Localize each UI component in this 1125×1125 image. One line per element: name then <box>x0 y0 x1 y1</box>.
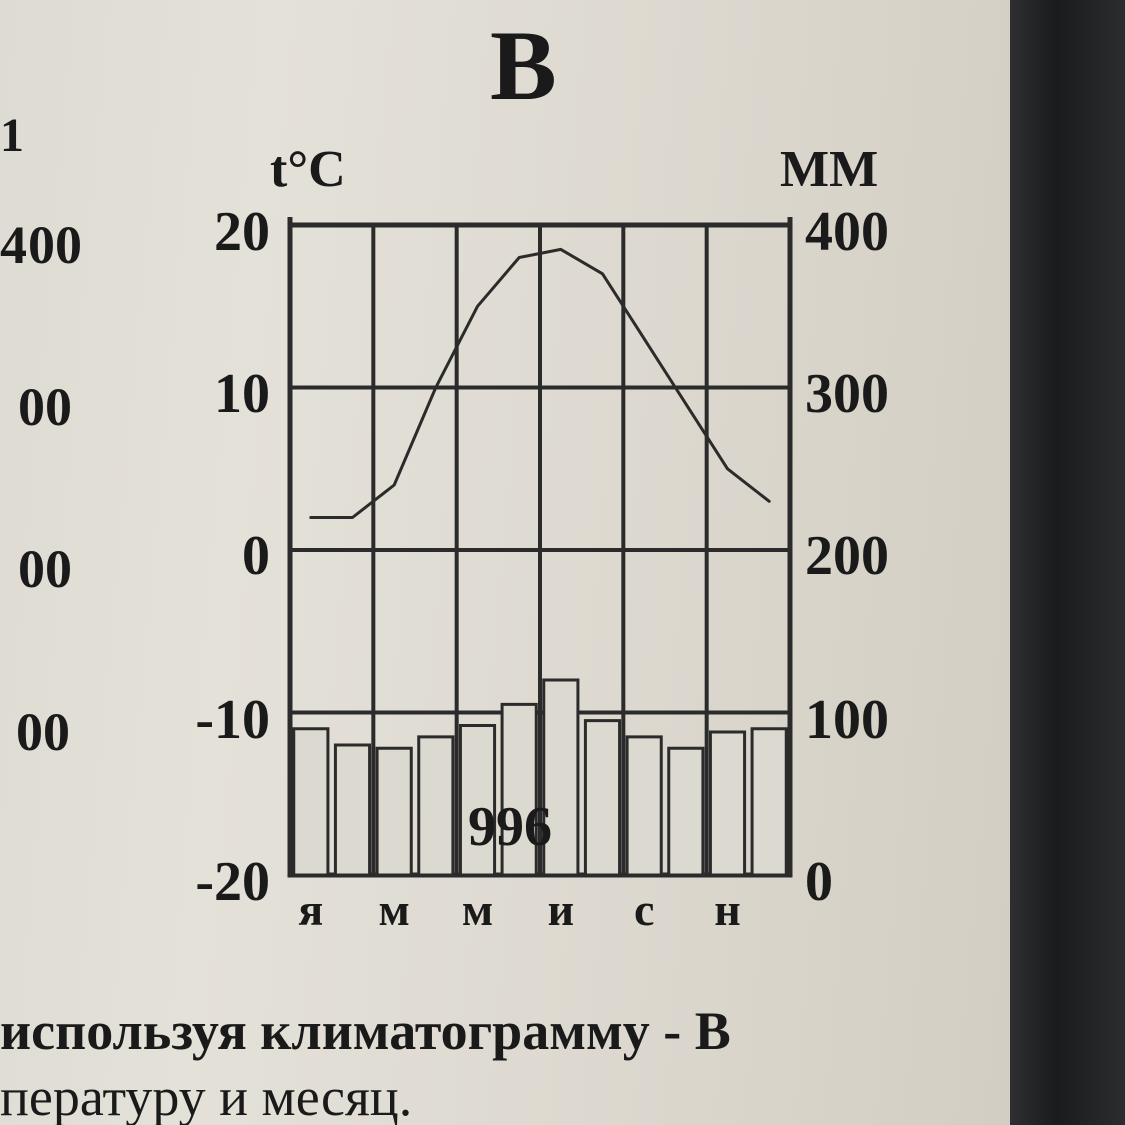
caption-1-prefix: и <box>0 1001 31 1061</box>
caption-2-prefix: п <box>0 1067 29 1125</box>
month-label-2: м <box>453 883 503 936</box>
month-label-1: м <box>369 883 419 936</box>
caption-1: спользуя климатограмму - В <box>31 1001 731 1061</box>
climatogram-chart <box>0 0 1125 1125</box>
month-label-4: с <box>619 883 669 936</box>
caption-2: ературу и месяц. <box>29 1067 412 1125</box>
month-label-0: я <box>286 883 336 936</box>
month-label-5: н <box>703 883 753 936</box>
annual-precip-annotation: 996 <box>468 795 552 859</box>
month-label-3: и <box>536 883 586 936</box>
